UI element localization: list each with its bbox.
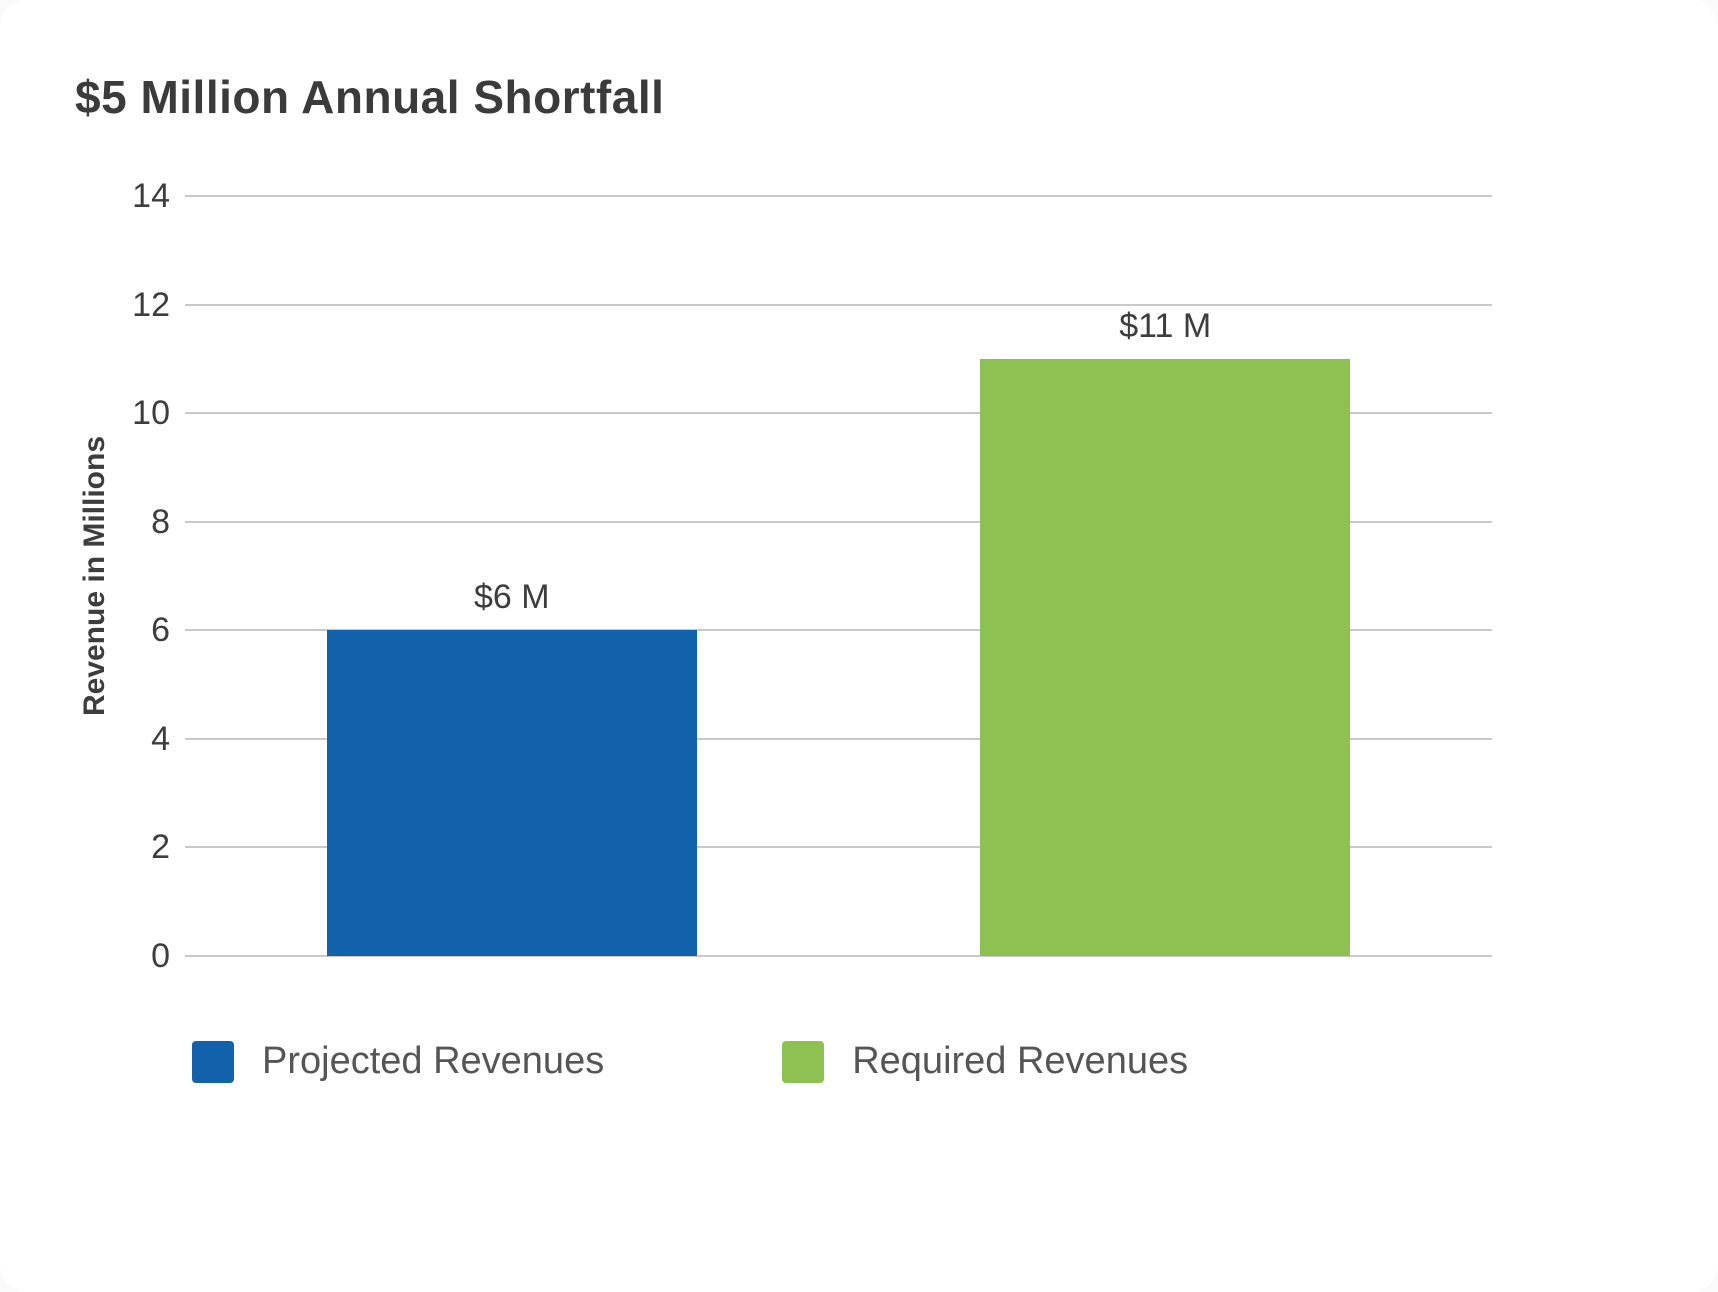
- legend-label-required: Required Revenues: [852, 1040, 1189, 1082]
- y-tick-label-6: 6: [151, 611, 170, 650]
- gridline-4: [185, 737, 1492, 740]
- y-tick-label-8: 8: [151, 502, 170, 541]
- legend-swatch-projected-icon: [192, 1040, 234, 1083]
- legend-item-required-revenues: Required Revenues: [782, 1040, 1188, 1083]
- legend-swatch-required-icon: [782, 1040, 825, 1083]
- y-tick-label-0: 0: [151, 937, 170, 975]
- bars-layer: $6 M $11 M: [185, 196, 1492, 956]
- bar-slot-required-revenues: $11 M: [839, 196, 1493, 956]
- legend-label-projected: Projected Revenues: [262, 1040, 605, 1082]
- bar-value-label-projected: $6 M: [473, 578, 550, 617]
- chart-title: $5 Million Annual Shortfall: [75, 71, 665, 123]
- y-axis-title: Revenue in Millions: [78, 435, 111, 717]
- y-tick-label-2: 2: [151, 828, 170, 867]
- y-tick-label-10: 10: [132, 394, 170, 433]
- plot-area: Revenue in Millions 0 2 4 6 8 10 12 14 $6 M $11…: [78, 179, 1492, 973]
- gridline-12: [185, 303, 1492, 306]
- bar-value-label-required: $11 M: [1119, 306, 1212, 345]
- gridline-6: [185, 629, 1492, 632]
- bar-projected-revenues: [326, 630, 697, 956]
- bar-required-revenues: [980, 358, 1351, 956]
- gridline-2: [185, 846, 1492, 849]
- gridline-0: [185, 955, 1492, 957]
- bar-slot-projected-revenues: $6 M: [185, 196, 839, 956]
- gridline-8: [185, 520, 1492, 523]
- y-tick-label-12: 12: [132, 285, 170, 324]
- y-tick-label-4: 4: [151, 719, 170, 758]
- gridline-14: [185, 195, 1492, 197]
- y-tick-label-14: 14: [132, 177, 170, 215]
- legend-item-projected-revenues: Projected Revenues: [192, 1040, 604, 1083]
- legend: Projected Revenues Required Revenues: [192, 1040, 1188, 1083]
- gridline-10: [185, 412, 1492, 415]
